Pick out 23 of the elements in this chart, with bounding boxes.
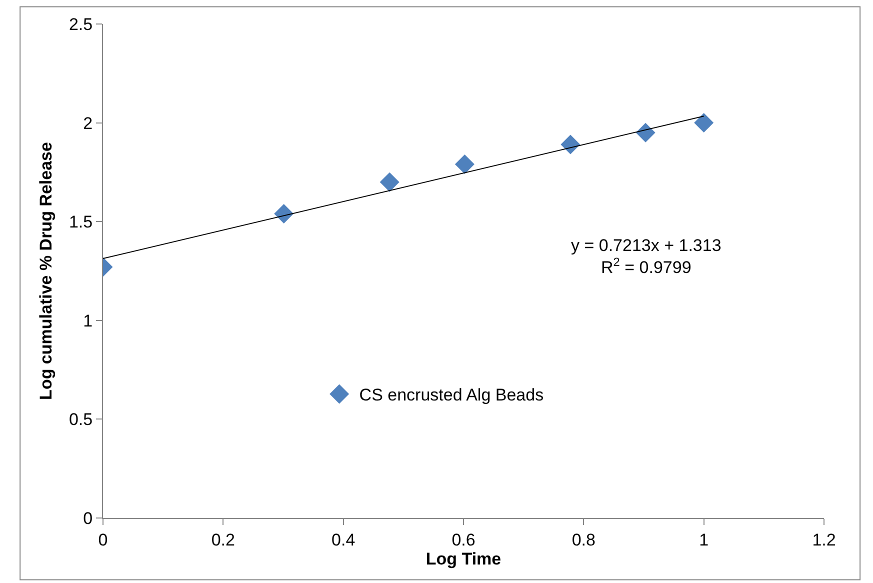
x-tick-label: 0: [98, 530, 108, 550]
point: [274, 204, 294, 224]
point: [560, 134, 580, 154]
y-tick-label: 0: [83, 508, 93, 528]
x-tick-label: 1: [699, 530, 709, 550]
x-tick-label: 1.2: [812, 530, 836, 550]
x-tick-label: 0.4: [332, 530, 356, 550]
y-tick-label: 1: [83, 311, 93, 330]
x-tick-label: 0.2: [211, 530, 235, 550]
x-tick-label: 0.8: [572, 530, 596, 550]
y-tick-label: 0.5: [68, 410, 93, 430]
point: [694, 113, 714, 133]
y-tick-label: 1.5: [68, 212, 93, 232]
y-tick-label: 2: [83, 114, 93, 133]
y-axis-title: Log cumulative % Drug Release: [36, 142, 56, 400]
annotation: y = 0.7213x + 1.313 R$^{2}$ = 0.9799: [571, 236, 722, 278]
point: [380, 172, 400, 192]
x-axis-title: Log Time: [426, 549, 502, 568]
point: [454, 154, 474, 174]
y-tick-label: 2.5: [68, 14, 93, 34]
x-tick-label: 0.6: [452, 530, 476, 550]
legend-label: CS encrusted Alg Beads: [359, 386, 544, 405]
point: [636, 122, 656, 142]
